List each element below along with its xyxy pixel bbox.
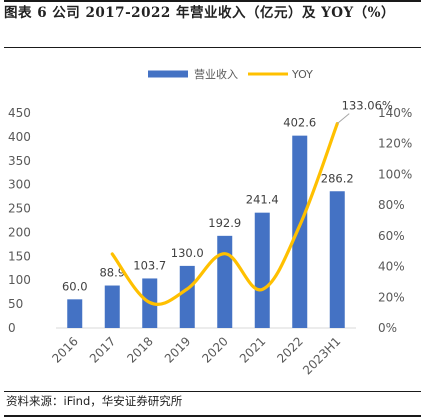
- footer-rule: [4, 391, 421, 392]
- bar-value-label: 88.9: [99, 266, 125, 280]
- bar-value-label: 241.4: [246, 193, 279, 207]
- y-left-tick-label: 0: [8, 321, 16, 335]
- bar-value-label: 286.2: [321, 171, 354, 185]
- x-tick-label: 2022: [274, 334, 305, 365]
- figure-title: 图表 6 公司 2017-2022 年营业收入（亿元）及 YOY（%）: [4, 5, 396, 21]
- bar-2023H1: [329, 191, 345, 328]
- bar-value-label: 130.0: [171, 246, 204, 260]
- y-left-tick-label: 400: [8, 130, 31, 144]
- bar-2022: [292, 135, 308, 328]
- yoy-annotation: 133.06%: [342, 99, 393, 113]
- y-left-tick-label: 50: [8, 297, 23, 311]
- y-left-tick-label: 450: [8, 106, 31, 120]
- legend-swatch-bar: [148, 70, 188, 78]
- bar-2020: [217, 235, 233, 328]
- y-right-tick-label: 140%: [378, 106, 412, 120]
- annotation-leader: [336, 113, 350, 125]
- x-tick-label: 2017: [87, 334, 118, 365]
- y-left-tick-label: 150: [8, 249, 31, 263]
- x-tick-label: 2020: [199, 334, 230, 365]
- y-right-tick-label: 0%: [378, 321, 397, 335]
- legend-label-line: YOY: [291, 68, 313, 81]
- x-tick-label: 2021: [237, 334, 268, 365]
- bar-value-label: 192.9: [208, 216, 241, 230]
- y-left-tick-label: 100: [8, 273, 31, 287]
- x-tick-label: 2019: [162, 334, 193, 365]
- y-left-tick-label: 300: [8, 178, 31, 192]
- y-right-tick-label: 80%: [378, 198, 405, 212]
- x-tick-label: 2018: [124, 334, 155, 365]
- bar-value-label: 402.6: [283, 116, 316, 130]
- bar-value-label: 103.7: [133, 258, 166, 272]
- x-tick-label: 2023H1: [300, 334, 343, 377]
- x-tick-label: 2016: [49, 334, 80, 365]
- y-right-tick-label: 120%: [378, 137, 412, 151]
- y-left-tick-label: 250: [8, 202, 31, 216]
- y-right-tick-label: 60%: [378, 229, 405, 243]
- y-right-tick-label: 20%: [378, 290, 405, 304]
- y-right-tick-label: 40%: [378, 260, 405, 274]
- legend-label-bar: 营业收入: [194, 67, 238, 81]
- bottom-rule: [4, 415, 421, 417]
- bar-2017: [104, 285, 120, 328]
- source-note: 资料来源：iFind，华安证券研究所: [6, 394, 183, 408]
- y-right-tick-label: 100%: [378, 167, 412, 181]
- header-rule: [4, 47, 421, 48]
- y-left-tick-label: 350: [8, 154, 31, 168]
- yoy-line: [110, 122, 339, 306]
- top-rule: [4, 0, 421, 2]
- combo-chart: 营业收入 YOY 0 50 100 150 200 250 300 350 400 450 0% 20% 4…: [8, 67, 412, 377]
- bar-value-label: 60.0: [62, 279, 88, 293]
- bar-2019: [179, 265, 195, 328]
- bar-2016: [67, 299, 83, 328]
- bar-2021: [254, 212, 270, 328]
- y-left-tick-label: 200: [8, 225, 31, 239]
